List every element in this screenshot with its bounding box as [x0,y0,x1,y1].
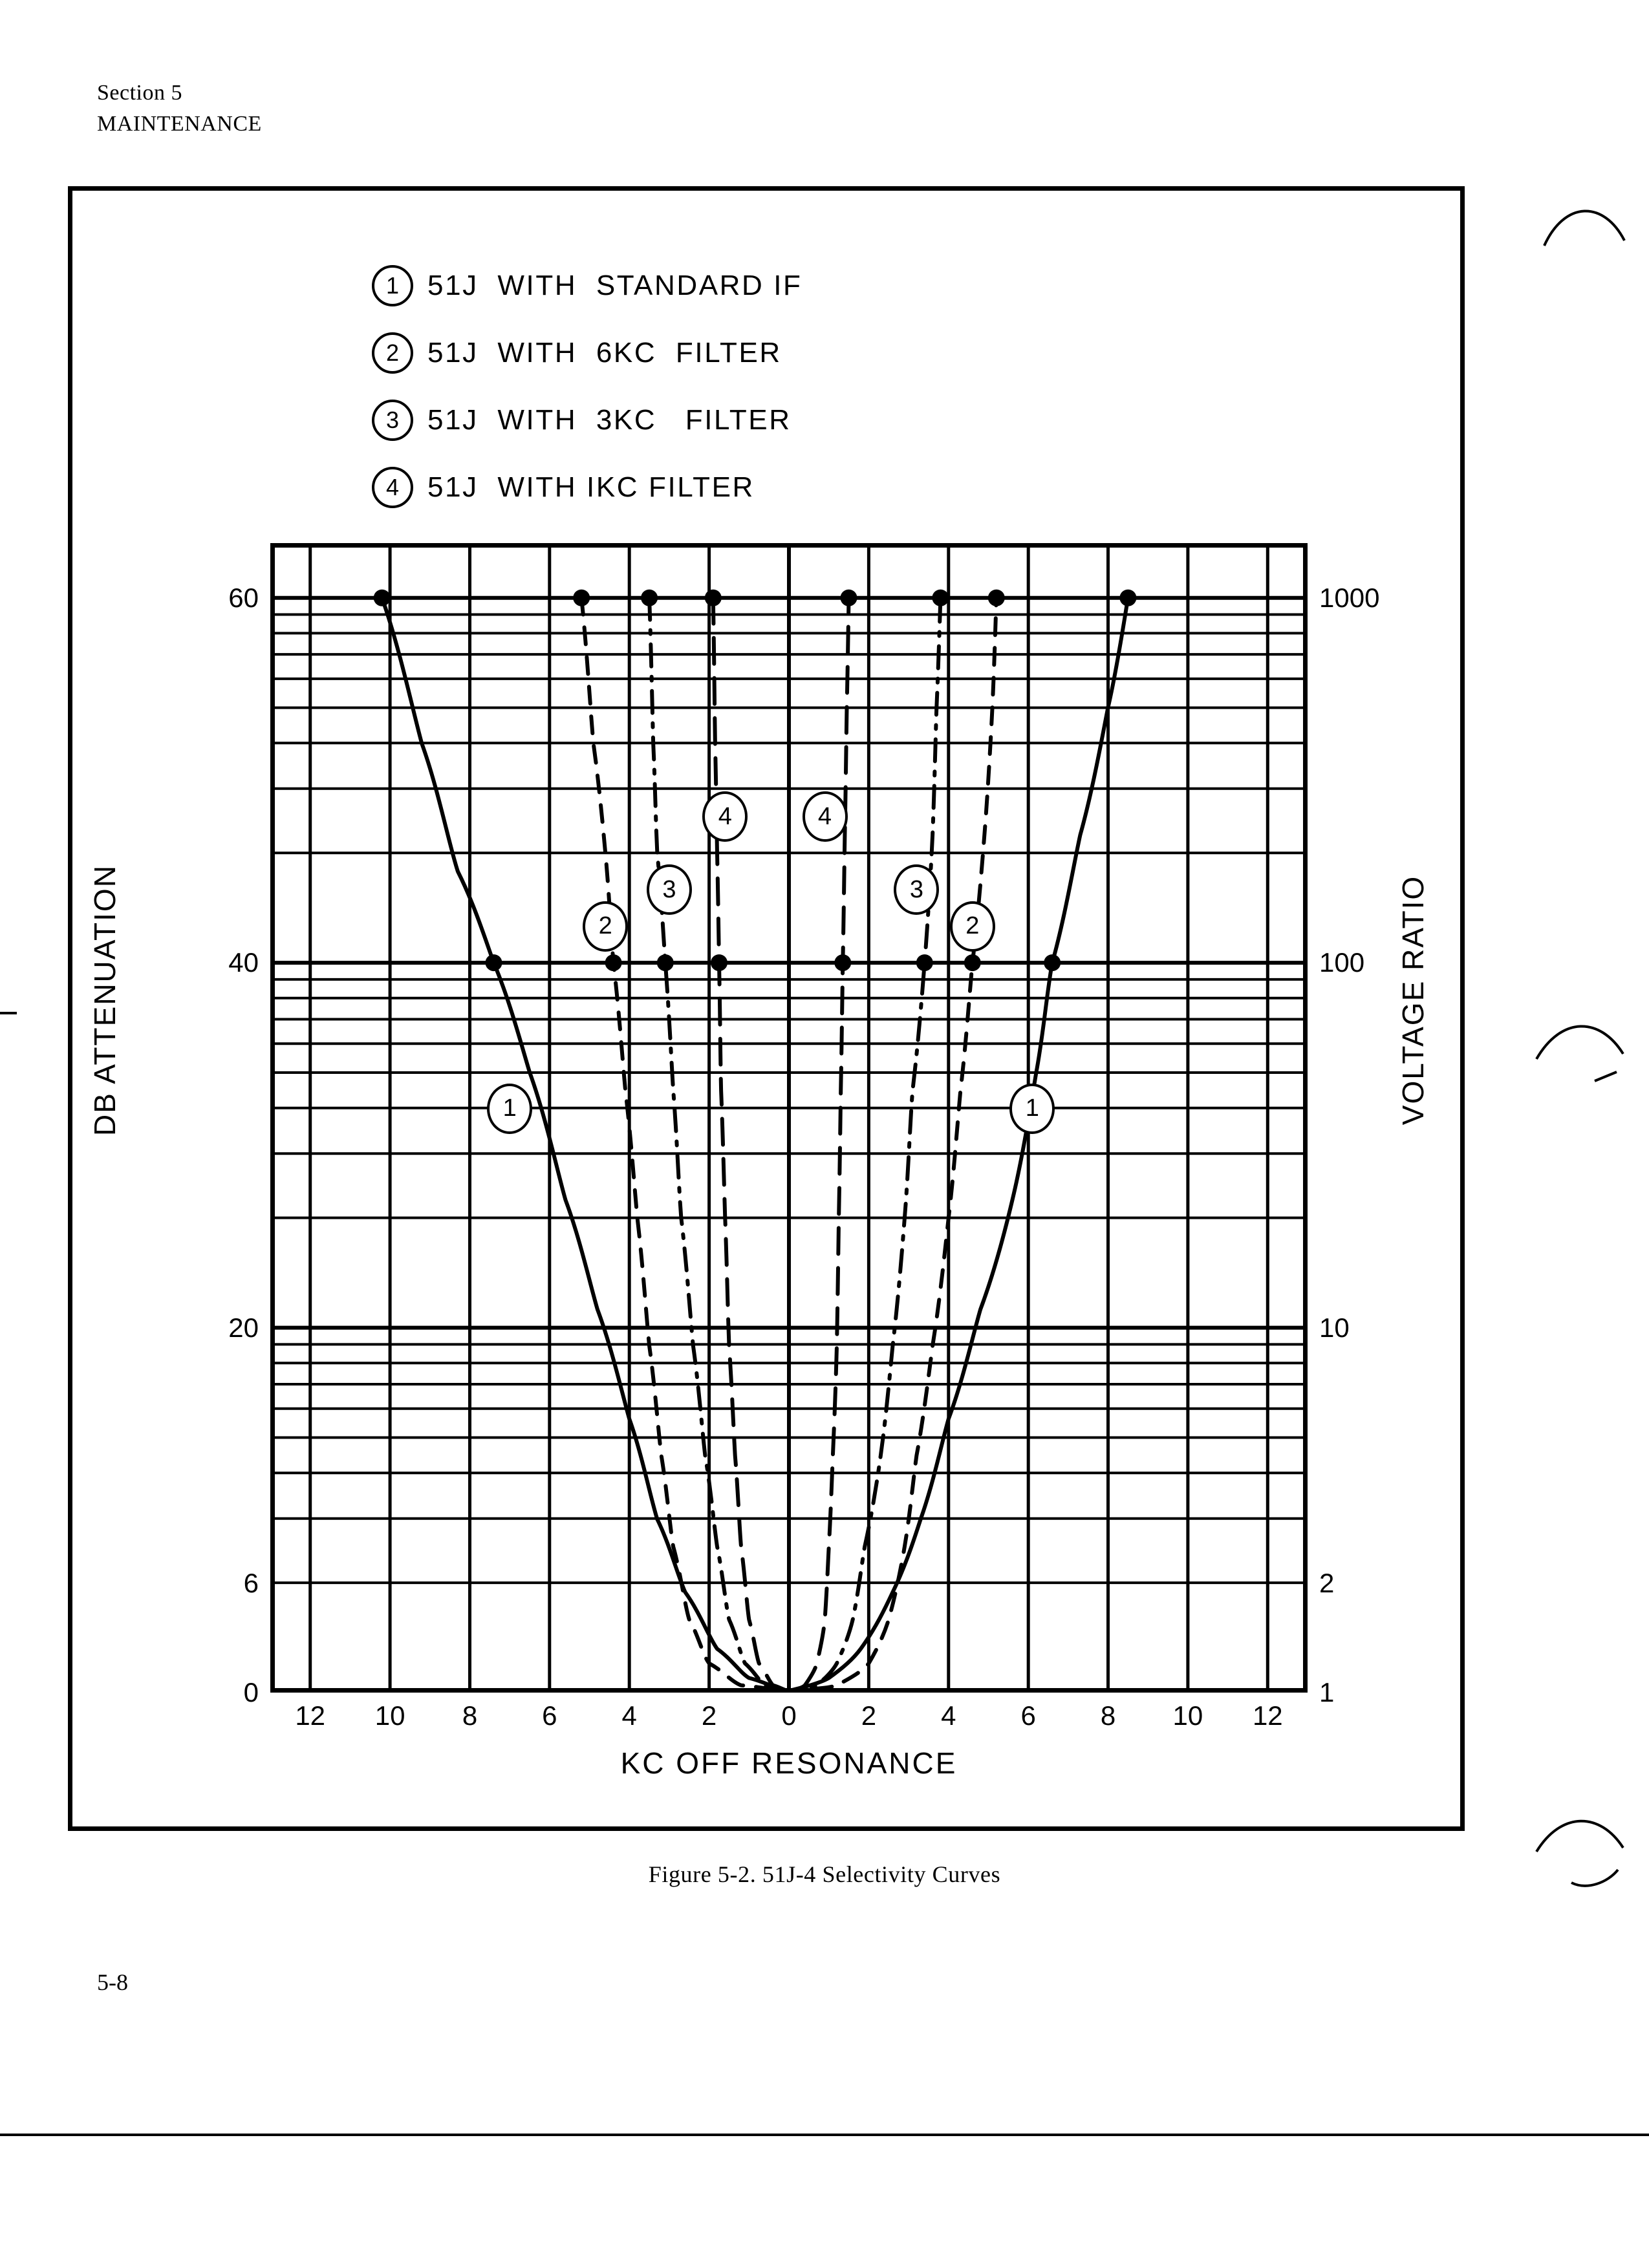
figure-border [68,186,1465,1831]
page-number: 5-8 [97,1969,128,1995]
x-tick-label: 6 [542,1700,557,1731]
data-point-marker [840,589,857,606]
x-tick-label: 2 [861,1700,877,1731]
y-tick-label-left: 20 [228,1312,259,1343]
running-head: Section 5 MAINTENANCE [97,78,262,140]
selectivity-chart [270,543,1308,1693]
data-point-marker [656,954,674,972]
chart-legend: 1 51J WITH STANDARD IF 2 51J WITH 6KC FI… [372,252,803,521]
curve-callout-1: 1 [487,1083,533,1134]
x-tick-label: 8 [1100,1700,1116,1731]
x-tick-label: 4 [941,1700,956,1731]
curve-callout-2: 2 [949,901,995,952]
legend-item: 1 51J WITH STANDARD IF [372,252,803,319]
y-tick-label-right: 10 [1319,1312,1350,1343]
data-point-marker [605,954,622,972]
y-tick-label-left: 40 [228,947,259,978]
legend-label: 51J WITH IKC FILTER [427,471,755,503]
data-point-marker [485,954,502,972]
chapter-title: MAINTENANCE [97,112,262,136]
x-tick-label: 10 [1172,1700,1203,1731]
y-tick-label-right: 2 [1319,1567,1335,1598]
y-tick-label-right: 1 [1319,1677,1335,1707]
data-point-marker [573,589,590,606]
curve-1 [380,595,1130,1693]
legend-marker-2-icon: 2 [372,332,413,374]
scan-artifact-left-edge [0,1012,17,1014]
scan-artifact-top [1543,209,1626,246]
figure-caption: Figure 5-2. 51J-4 Selectivity Curves [648,1861,1001,1887]
curve-4 [711,595,851,1693]
page-bottom-rule [0,2134,1649,2136]
data-point-marker [373,589,391,606]
curve-callout-3: 3 [646,864,692,915]
y-tick-label-left: 60 [228,582,259,613]
y-tick-label-left: 0 [243,1677,259,1707]
data-point-marker [704,589,722,606]
curve-callout-1: 1 [1009,1083,1055,1134]
x-tick-label: 0 [781,1700,797,1731]
y-tick-label-right: 1000 [1319,582,1380,613]
x-tick-label: 10 [374,1700,405,1731]
y-axis-left-title: DB ATTENUATION [88,864,122,1136]
x-tick-label: 12 [1252,1700,1283,1731]
legend-item: 2 51J WITH 6KC FILTER [372,319,803,387]
data-point-marker [641,589,658,606]
data-point-marker [1119,589,1137,606]
y-tick-label-left: 6 [243,1567,259,1598]
plot-area [270,543,1308,1693]
scan-artifact-bottom [1535,1819,1624,1887]
data-point-marker [1044,954,1061,972]
legend-marker-4-icon: 4 [372,467,413,508]
curve-callout-3: 3 [894,864,940,915]
section-line: Section 5 [97,81,182,105]
data-point-marker [916,954,933,972]
data-point-marker [964,954,981,972]
legend-item: 3 51J WITH 3KC FILTER [372,387,803,454]
data-point-marker [987,589,1005,606]
y-axis-right-tick-labels: 1 2 10 100 1000 [1319,543,1468,1707]
legend-item: 4 51J WITH IKC FILTER [372,454,803,521]
x-axis-title: KC OFF RESONANCE [620,1746,958,1780]
legend-marker-3-icon: 3 [372,400,413,441]
x-tick-label: 12 [295,1700,326,1731]
scan-artifact-middle [1535,1025,1624,1082]
legend-label: 51J WITH 6KC FILTER [427,337,782,369]
x-axis-tick-labels: 12 10 8 6 4 2 0 2 4 6 8 10 12 [270,1700,1308,1739]
curve-callout-4: 4 [802,791,848,842]
x-tick-label: 2 [701,1700,717,1731]
data-point-marker [711,954,727,972]
curve-3 [647,595,943,1693]
y-tick-label-right: 100 [1319,947,1365,978]
legend-marker-1-icon: 1 [372,265,413,306]
legend-label: 51J WITH 3KC FILTER [427,404,792,436]
x-tick-label: 4 [621,1700,637,1731]
y-axis-right-title: VOLTAGE RATIO [1396,875,1430,1126]
legend-label: 51J WITH STANDARD IF [427,270,803,301]
curve-callout-2: 2 [583,901,629,952]
x-tick-label: 8 [462,1700,478,1731]
data-point-marker [834,954,852,972]
y-axis-left-tick-labels: 0 6 20 40 60 [162,543,259,1707]
data-point-marker [932,589,949,606]
curve-callout-4: 4 [702,791,748,842]
x-tick-label: 6 [1020,1700,1036,1731]
